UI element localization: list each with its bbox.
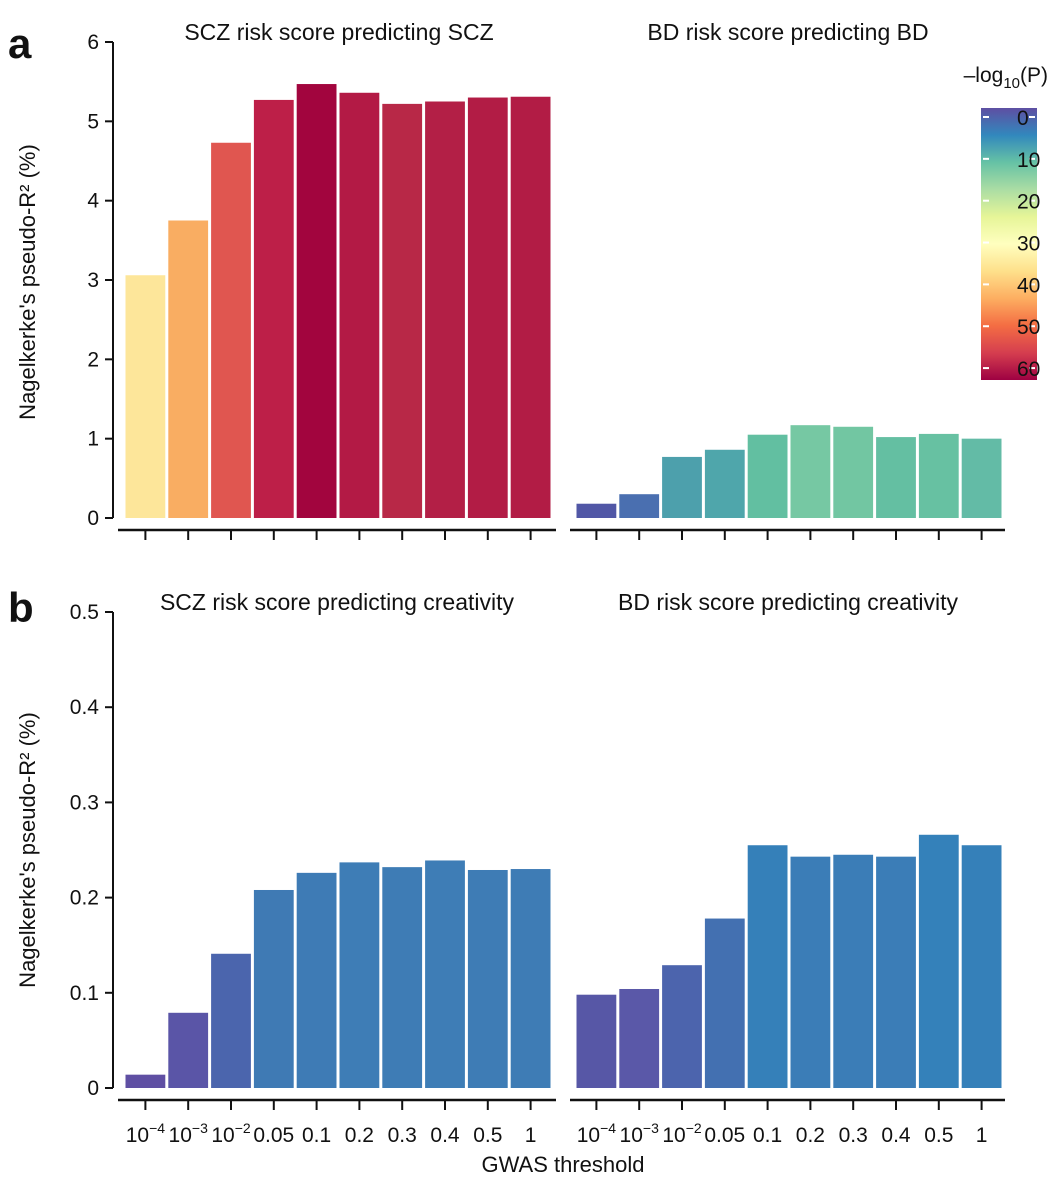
bar-a-0-2 <box>211 142 251 518</box>
x-tick-label: 0.5 <box>924 1124 953 1147</box>
bar-a-1-4 <box>747 434 788 518</box>
bar-b-0-5 <box>339 862 380 1088</box>
bar-a-0-1 <box>168 220 209 518</box>
bar-a-0-4 <box>296 84 337 519</box>
bar-b-0-8 <box>467 869 508 1088</box>
bar-a-1-9 <box>961 438 1002 518</box>
bar-b-1-1 <box>619 988 660 1088</box>
x-tick-label: 0.1 <box>753 1124 782 1147</box>
colorbar-tick-label: 40 <box>1017 274 1040 297</box>
bar-b-0-0 <box>125 1074 166 1088</box>
y-tick-label: 0.1 <box>70 982 99 1005</box>
colorbar-tick-label: 10 <box>1017 149 1040 172</box>
bar-b-1-3 <box>704 918 745 1088</box>
y-tick-label: 5 <box>87 110 99 133</box>
colorbar-tick-label: 30 <box>1017 233 1040 256</box>
y-tick-label: 0 <box>87 1077 99 1100</box>
bar-b-1-5 <box>790 856 831 1088</box>
bar-b-1-2 <box>662 965 702 1088</box>
bar-b-1-6 <box>833 854 874 1088</box>
bar-a-0-6 <box>382 103 423 518</box>
ylabel-a: Nagelkerke's pseudo-R² (%) <box>15 144 40 420</box>
bar-a-0-8 <box>467 97 508 519</box>
bar-a-0-9 <box>510 96 551 519</box>
bar-a-1-2 <box>662 456 702 518</box>
ylabel-b: Nagelkerke's pseudo-R² (%) <box>15 712 40 988</box>
bar-a-1-5 <box>790 425 831 518</box>
bar-b-0-9 <box>510 869 551 1088</box>
bar-b-1-0 <box>576 994 617 1088</box>
panel-label-a: a <box>8 20 32 67</box>
bar-a-1-1 <box>619 494 660 518</box>
title-b-right: BD risk score predicting creativity <box>618 589 958 615</box>
x-tick-label: 10−2 <box>211 1120 251 1147</box>
y-tick-label: 3 <box>87 269 99 292</box>
x-tick-label: 0.05 <box>253 1124 294 1147</box>
x-tick-label: 10−3 <box>169 1120 209 1147</box>
y-tick-label: 2 <box>87 348 99 371</box>
bar-b-0-1 <box>168 1012 209 1088</box>
bar-b-1-9 <box>961 845 1002 1088</box>
x-tick-label: 0.1 <box>302 1124 331 1147</box>
bar-a-0-3 <box>253 99 294 518</box>
bar-b-1-8 <box>918 834 959 1088</box>
colorbar-tick-label: 0 <box>1017 107 1029 130</box>
colorbar-title: –log10(P) <box>964 64 1048 92</box>
bar-b-0-2 <box>211 953 251 1088</box>
bar-b-0-7 <box>425 860 465 1088</box>
title-a-left: SCZ risk score predicting SCZ <box>184 19 493 45</box>
y-tick-label: 0 <box>87 507 99 530</box>
bar-a-0-0 <box>125 275 166 518</box>
x-tick-label: 10−4 <box>577 1120 617 1147</box>
y-tick-label: 0.4 <box>70 696 100 719</box>
x-tick-label: 0.3 <box>839 1124 868 1147</box>
x-tick-label: 10−2 <box>662 1120 702 1147</box>
x-tick-label: 0.4 <box>430 1124 460 1147</box>
x-tick-label: 1 <box>525 1124 537 1147</box>
colorbar-tick-label: 20 <box>1017 191 1040 214</box>
xlabel: GWAS threshold <box>481 1152 644 1177</box>
title-b-left: SCZ risk score predicting creativity <box>160 589 515 615</box>
x-tick-label: 0.2 <box>796 1124 825 1147</box>
y-tick-label: 0.3 <box>70 791 99 814</box>
bar-a-1-0 <box>576 503 617 518</box>
bar-a-1-8 <box>918 433 959 518</box>
bar-b-1-7 <box>876 856 916 1088</box>
bar-a-1-7 <box>876 437 916 518</box>
bar-b-1-4 <box>747 845 788 1088</box>
bar-b-0-6 <box>382 867 423 1088</box>
y-tick-label: 4 <box>87 190 99 213</box>
bar-a-0-7 <box>425 101 465 518</box>
y-tick-label: 0.5 <box>70 601 99 624</box>
bar-a-1-6 <box>833 426 874 518</box>
y-tick-label: 1 <box>87 428 99 451</box>
title-a-right: BD risk score predicting BD <box>647 19 928 45</box>
bar-b-0-3 <box>253 889 294 1088</box>
x-tick-label: 0.3 <box>388 1124 417 1147</box>
x-tick-label: 0.05 <box>704 1124 745 1147</box>
bar-a-1-3 <box>704 449 745 518</box>
x-tick-label: 10−3 <box>620 1120 660 1147</box>
colorbar-tick-label: 60 <box>1017 358 1040 381</box>
y-tick-label: 6 <box>87 31 99 54</box>
colorbar <box>981 108 1037 380</box>
bar-b-0-4 <box>296 872 337 1088</box>
x-tick-label: 0.2 <box>345 1124 374 1147</box>
x-tick-label: 0.4 <box>881 1124 911 1147</box>
colorbar-tick-label: 50 <box>1017 316 1040 339</box>
x-tick-label: 10−4 <box>126 1120 166 1147</box>
y-tick-label: 0.2 <box>70 887 99 910</box>
x-tick-label: 1 <box>976 1124 988 1147</box>
x-tick-label: 0.5 <box>473 1124 502 1147</box>
panel-label-b: b <box>8 584 34 631</box>
bar-a-0-5 <box>339 92 380 519</box>
